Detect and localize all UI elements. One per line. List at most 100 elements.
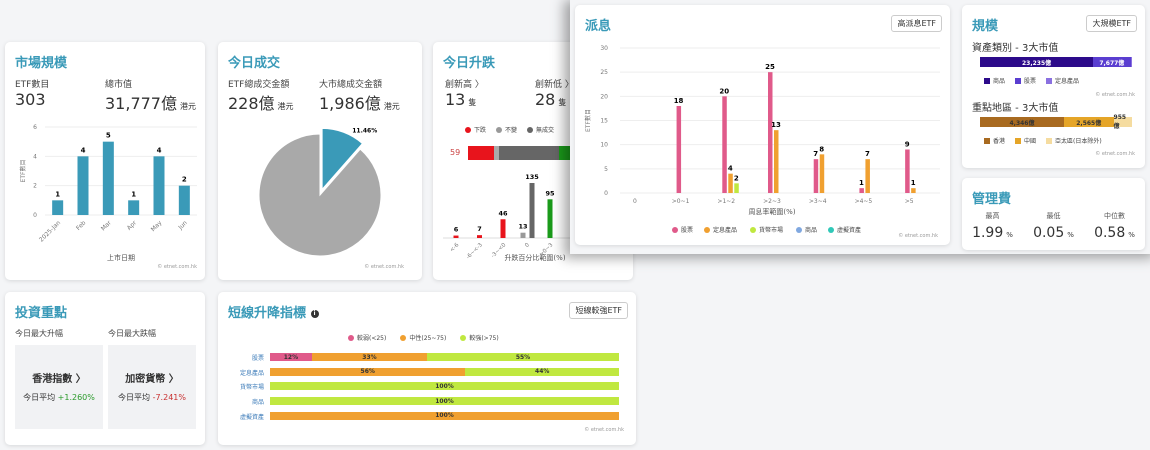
legend-item: 較強(>75) (460, 333, 499, 342)
etf-turnover: 228億 港元 (228, 94, 294, 113)
top-gainer-name[interactable]: 香港指數 〉 (32, 374, 86, 385)
market-turnover: 1,986億 港元 (319, 94, 400, 113)
copyright: © etnet.com.hk (1095, 92, 1135, 98)
legend-marker-icon (1046, 77, 1053, 84)
turnover-pie-chart: 11.46% (258, 127, 382, 257)
y-tick-label: 10 (600, 142, 608, 149)
investment-focus-card: 投資重點 今日最大升幅 今日最大跌幅 香港指數 〉 今日平均 +1.260% 加… (5, 292, 205, 445)
new-low-link[interactable]: 創新低 〉 (535, 80, 574, 90)
card-title: 管理費 (972, 192, 1012, 207)
stacked-bar: 100% (270, 411, 619, 420)
fees-card: 管理費 最高 1.99% 最低 0.05% 中位數 0.58% (962, 178, 1145, 250)
market-turnover-label: 大市總成交金額 (319, 80, 383, 90)
legend-marker-icon (1015, 77, 1022, 84)
gain-avg: +1.260% (57, 393, 95, 402)
x-tick-label: >2~3 (763, 198, 781, 205)
copyright: © etnet.com.hk (364, 264, 404, 270)
data-label: 4 (157, 146, 162, 154)
etf-turnover-label: ETF總成交金額 (228, 80, 290, 90)
overlay-panel: 派息 高派息ETF 0 5 10 15 20 25 30 0 18 >0~1 20 4 2 >1~2 25 1… (570, 0, 1150, 254)
x-tick-label: <-6 (449, 242, 461, 254)
data-label: 8 (819, 145, 824, 153)
asset-class-title: 資產類別 - 3大市值 (972, 43, 1059, 54)
bar (722, 96, 727, 193)
total-cap: 31,777億 港元 (105, 94, 196, 113)
y-axis-label: ETF數目 (584, 109, 592, 132)
y-axis-label: ETF數目 (19, 160, 27, 183)
x-tick-label: Apr (126, 219, 139, 232)
fee-item: 最低 0.05% (1033, 212, 1074, 241)
card-title: 今日升跌 (443, 56, 496, 71)
bar-segment (1130, 57, 1132, 67)
data-label: 18 (674, 97, 684, 105)
top-loser-name[interactable]: 加密貨幣 〉 (125, 374, 179, 385)
info-icon[interactable]: i (310, 309, 319, 318)
legend-dot-icon (796, 227, 802, 233)
legend-label: 商品 (805, 226, 817, 234)
top-loser-tile[interactable]: 加密貨幣 〉 今日平均 -7.241% (108, 345, 196, 429)
high-dividend-etf-button[interactable]: 高派息ETF (891, 15, 942, 32)
category-label: 貨幣市場 (239, 384, 264, 392)
bar (128, 200, 140, 215)
bar-segment: 7,677億 (1093, 57, 1131, 67)
y-tick-label: 0 (33, 212, 37, 219)
card-title: 今日成交 (228, 56, 281, 71)
data-label: 1 (131, 190, 136, 198)
bar-segment: 100% (270, 382, 619, 391)
market-size-card: 市場規模 ETF數目 303 總市值 31,777億 港元 0 2 4 6 1 2025-J… (5, 42, 205, 280)
y-tick-label: 25 (600, 69, 608, 76)
legend-item: 中性(25~75) (400, 333, 446, 342)
bar (153, 156, 165, 215)
bar-segment: 44% (465, 367, 619, 376)
legend-item: 較弱(<25) (348, 333, 386, 342)
bar-segment: 55% (427, 353, 619, 361)
bar (774, 130, 779, 193)
copyright: © etnet.com.hk (1095, 151, 1135, 157)
pie-slice (258, 133, 382, 257)
data-label: 95 (545, 189, 555, 197)
bar (768, 72, 773, 193)
legend-label: 股票 (681, 227, 693, 234)
scale-card: 規模 大規模ETF 資產類別 - 3大市值 23,235億 7,677億 商品 股票… (962, 5, 1145, 168)
etf-count: 303 (15, 90, 46, 109)
bar-segment: 2,565億 (1063, 117, 1114, 127)
legend-item: 香港 (984, 136, 1005, 145)
stacked-bar: 12% 33% 55% (270, 353, 619, 361)
legend-item: 定息產品 (1046, 76, 1079, 85)
legend-label: 定息產品 (713, 226, 737, 234)
y-tick-label: 15 (600, 118, 608, 125)
legend-dot-icon (828, 227, 834, 233)
dividend-bar-chart: 051015202530018>0~12042>1~22513>2~378>3~… (584, 45, 940, 234)
legend-item: 股票 (1015, 76, 1036, 85)
decliners-count: 59 (450, 148, 461, 157)
bar (520, 232, 526, 238)
strong-etf-button[interactable]: 短線較強ETF (569, 302, 628, 319)
bar (911, 188, 916, 193)
legend-marker-icon (984, 137, 990, 144)
bar (734, 183, 739, 193)
data-label: 9 (905, 141, 910, 149)
x-tick-label: Mar (100, 219, 113, 232)
bar (477, 235, 482, 238)
x-tick-label: >4~5 (855, 198, 873, 205)
bar-segment: 100% (270, 397, 619, 406)
bar (529, 183, 535, 238)
data-label: 5 (106, 132, 111, 140)
card-title: 派息 (585, 19, 612, 34)
asset-class-legend: 商品 股票 定息產品 (984, 76, 1079, 85)
large-etf-button[interactable]: 大規模ETF (1086, 15, 1137, 32)
listing-bar-chart: 0 2 4 6 1 2025-Jan 4 Feb 5 Mar 1 Apr 4 May 2 Jun ETF數目上市… (19, 124, 197, 262)
pie-slice (321, 127, 364, 191)
bar (865, 159, 870, 193)
data-label: 13 (518, 223, 527, 231)
bar (728, 173, 733, 193)
top-gainer-tile[interactable]: 香港指數 〉 今日平均 +1.260% (15, 345, 103, 429)
bar (500, 219, 506, 238)
copyright: © etnet.com.hk (157, 264, 197, 270)
new-high-link[interactable]: 創新高 〉 (445, 80, 484, 90)
bar-segment: 12% (270, 353, 312, 361)
bar (178, 185, 190, 215)
card-title: 投資重點 (15, 306, 68, 321)
data-label: 6 (454, 226, 459, 234)
